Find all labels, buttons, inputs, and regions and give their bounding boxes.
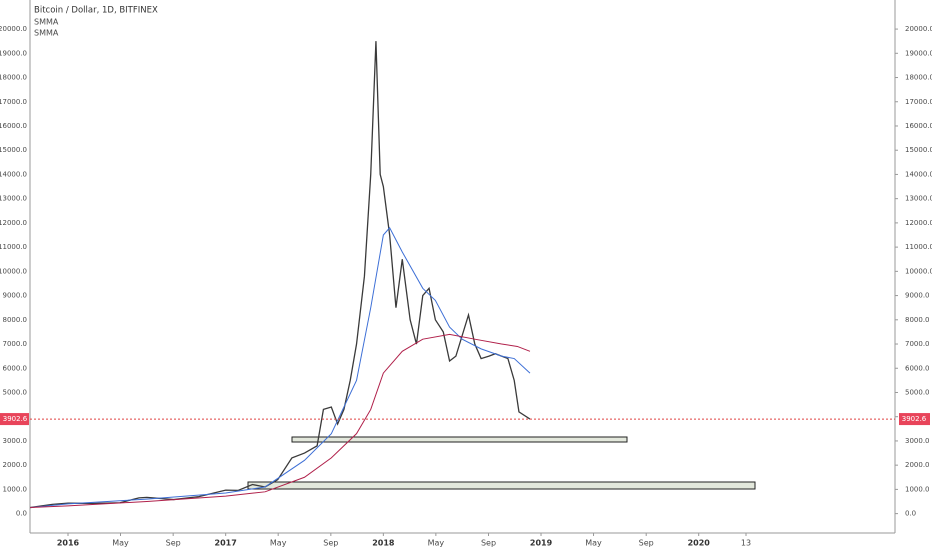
y-tick-label: 18000.0 bbox=[0, 74, 27, 82]
x-tick-label: 2019 bbox=[530, 539, 553, 548]
support-zone[interactable] bbox=[291, 436, 628, 443]
y-tick-label: 16000.0 bbox=[905, 122, 932, 130]
y-tick-label: 20000.0 bbox=[0, 25, 27, 33]
x-tick-label: 2018 bbox=[372, 539, 395, 548]
x-tick-label: 2017 bbox=[215, 539, 237, 548]
y-tick-label: 17000.0 bbox=[905, 98, 932, 106]
y-tick-label: 15000.0 bbox=[905, 146, 932, 154]
x-tick-label: 2016 bbox=[57, 539, 80, 548]
y-tick-label: 3000.0 bbox=[3, 437, 28, 445]
y-tick-label: 0.0 bbox=[905, 510, 916, 518]
y-tick-label: 2000.0 bbox=[905, 461, 930, 469]
y-tick-label: 15000.0 bbox=[0, 146, 27, 154]
y-tick-label: 14000.0 bbox=[0, 170, 27, 178]
x-tick-label: May bbox=[112, 539, 129, 548]
last-price-badge bbox=[0, 413, 29, 426]
y-tick-label: 3000.0 bbox=[905, 437, 930, 445]
y-tick-label: 20000.0 bbox=[905, 25, 932, 33]
y-tick-label: 5000.0 bbox=[3, 388, 28, 396]
price-line bbox=[30, 226, 531, 509]
x-tick-label: 2020 bbox=[688, 539, 711, 548]
y-tick-label: 8000.0 bbox=[3, 316, 28, 324]
x-tick-label: Sep bbox=[481, 539, 496, 548]
y-tick-label: 19000.0 bbox=[0, 49, 27, 57]
y-tick-label: 12000.0 bbox=[0, 219, 27, 227]
x-tick-label: 13 bbox=[741, 539, 751, 548]
y-tick-label: 13000.0 bbox=[0, 195, 27, 203]
x-tick-label: May bbox=[428, 539, 445, 548]
y-tick-label: 19000.0 bbox=[905, 49, 932, 57]
support-zone[interactable] bbox=[247, 481, 756, 490]
y-tick-label: 9000.0 bbox=[3, 292, 28, 300]
y-tick-label: 10000.0 bbox=[0, 267, 27, 275]
y-tick-label: 11000.0 bbox=[0, 243, 27, 251]
y-tick-label: 6000.0 bbox=[905, 364, 930, 372]
indicator-label[interactable]: SMMA bbox=[34, 18, 59, 27]
y-tick-label: 7000.0 bbox=[905, 340, 930, 348]
y-tick-label: 1000.0 bbox=[905, 485, 930, 493]
y-tick-label: 6000.0 bbox=[3, 364, 28, 372]
chart-title: Bitcoin / Dollar, 1D, BITFINEX bbox=[34, 6, 158, 16]
y-tick-label: 11000.0 bbox=[905, 243, 932, 251]
y-tick-label: 0.0 bbox=[16, 510, 27, 518]
last-price-label: 3902.6 bbox=[902, 415, 927, 423]
y-tick-label: 2000.0 bbox=[3, 461, 28, 469]
last-price-badge bbox=[899, 413, 930, 426]
y-tick-label: 16000.0 bbox=[0, 122, 27, 130]
indicator-label[interactable]: SMMA bbox=[34, 29, 59, 38]
y-tick-label: 8000.0 bbox=[905, 316, 930, 324]
y-tick-label: 13000.0 bbox=[905, 195, 932, 203]
x-tick-label: May bbox=[270, 539, 287, 548]
y-tick-label: 7000.0 bbox=[3, 340, 28, 348]
last-price-label: 3902.6 bbox=[3, 415, 28, 423]
y-tick-label: 12000.0 bbox=[905, 219, 932, 227]
y-tick-label: 14000.0 bbox=[905, 170, 932, 178]
x-tick-label: May bbox=[585, 539, 602, 548]
y-tick-label: 9000.0 bbox=[905, 292, 930, 300]
price-line bbox=[30, 41, 531, 509]
price-line bbox=[30, 333, 531, 509]
y-tick-label: 5000.0 bbox=[905, 388, 930, 396]
y-tick-label: 18000.0 bbox=[905, 74, 932, 82]
x-tick-label: Sep bbox=[323, 539, 338, 548]
x-tick-label: Sep bbox=[639, 539, 654, 548]
y-tick-label: 1000.0 bbox=[3, 485, 28, 493]
x-tick-label: Sep bbox=[166, 539, 181, 548]
y-tick-label: 17000.0 bbox=[0, 98, 27, 106]
y-tick-label: 10000.0 bbox=[905, 267, 932, 275]
